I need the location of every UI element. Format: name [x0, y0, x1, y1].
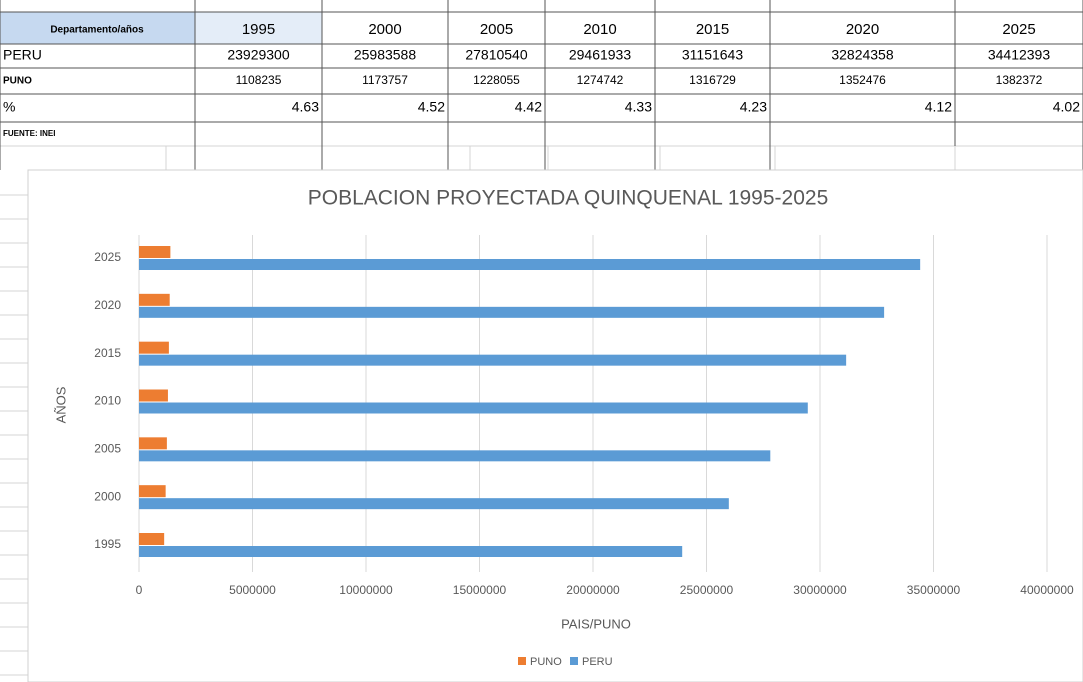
bar	[139, 402, 808, 414]
header-label: Departamento/años	[50, 25, 144, 36]
header-year: 1995	[242, 21, 275, 38]
bar	[139, 293, 170, 306]
cell-value: 4.12	[925, 99, 952, 115]
legend-swatch	[518, 657, 526, 665]
cell-value: 1316729	[689, 73, 736, 87]
header-year: 2010	[583, 21, 616, 38]
bar	[139, 354, 847, 366]
header-year: 2005	[480, 21, 513, 38]
x-tick-label: 20000000	[566, 583, 620, 597]
cell-value: 4.52	[418, 99, 445, 115]
y-tick-label: 2005	[94, 442, 121, 456]
y-tick-label: 2010	[94, 394, 121, 408]
x-tick-label: 10000000	[339, 583, 393, 597]
legend-label: PERU	[582, 656, 613, 668]
y-tick-label: 2025	[94, 250, 121, 264]
cell-value: 1382372	[996, 73, 1043, 87]
row-label: PERU	[3, 47, 42, 63]
row-label: %	[3, 99, 15, 115]
cell-value: 4.33	[625, 99, 652, 115]
x-tick-label: 25000000	[680, 583, 734, 597]
row-label: PUNO	[3, 76, 32, 87]
cell-value: 4.23	[740, 99, 767, 115]
header-year: 2020	[846, 21, 879, 38]
cell-value: 1352476	[839, 73, 886, 87]
cell-value: 1108235	[236, 73, 282, 87]
legend-label: PUNO	[530, 656, 562, 668]
cell-value: 27810540	[465, 47, 528, 63]
cell-value: 1173757	[362, 73, 408, 87]
x-axis-title: PAIS/PUNO	[561, 616, 631, 631]
cell-value: 4.02	[1053, 99, 1080, 115]
bar	[139, 485, 166, 498]
bar	[139, 533, 165, 545]
bar	[139, 450, 771, 462]
cell-value: 1228055	[473, 73, 520, 87]
cell-value: 4.63	[292, 99, 319, 115]
cell-value: 31151643	[682, 47, 743, 63]
y-tick-label: 2000	[94, 489, 121, 503]
header-year: 2025	[1002, 21, 1035, 38]
cell-value: 1274742	[577, 73, 624, 87]
x-tick-label: 15000000	[453, 583, 507, 597]
bar	[139, 259, 921, 270]
bar	[139, 546, 683, 557]
chart-title: POBLACION PROYECTADA QUINQUENAL 1995-202…	[308, 187, 829, 210]
cell-value: 34412393	[988, 47, 1051, 63]
header-cell	[195, 12, 322, 44]
y-axis-title: AÑOS	[53, 386, 68, 423]
x-tick-label: 35000000	[907, 583, 961, 597]
bar	[139, 437, 167, 450]
chart-area	[27, 169, 1083, 682]
legend-swatch	[570, 657, 578, 665]
x-tick-label: 40000000	[1020, 583, 1074, 597]
x-tick-label: 5000000	[229, 583, 276, 597]
bar	[139, 306, 885, 318]
header-year: 2015	[696, 21, 729, 38]
header-cell	[0, 12, 195, 44]
y-tick-label: 1995	[94, 537, 121, 551]
bar	[139, 341, 169, 354]
x-tick-label: 0	[136, 583, 143, 597]
cell-value: 29461933	[569, 47, 632, 63]
bar	[139, 246, 171, 258]
cell-value: 32824358	[831, 47, 894, 63]
header-year: 2000	[368, 21, 401, 38]
y-tick-label: 2015	[94, 346, 121, 360]
cell-value: 25983588	[354, 47, 417, 63]
x-tick-label: 30000000	[793, 583, 847, 597]
cell-value: 23929300	[227, 47, 290, 63]
cell-value: 4.42	[515, 99, 542, 115]
bar	[139, 389, 168, 402]
bar	[139, 498, 729, 510]
source-note: FUENTE: INEI	[3, 129, 55, 138]
y-tick-label: 2020	[94, 298, 121, 312]
